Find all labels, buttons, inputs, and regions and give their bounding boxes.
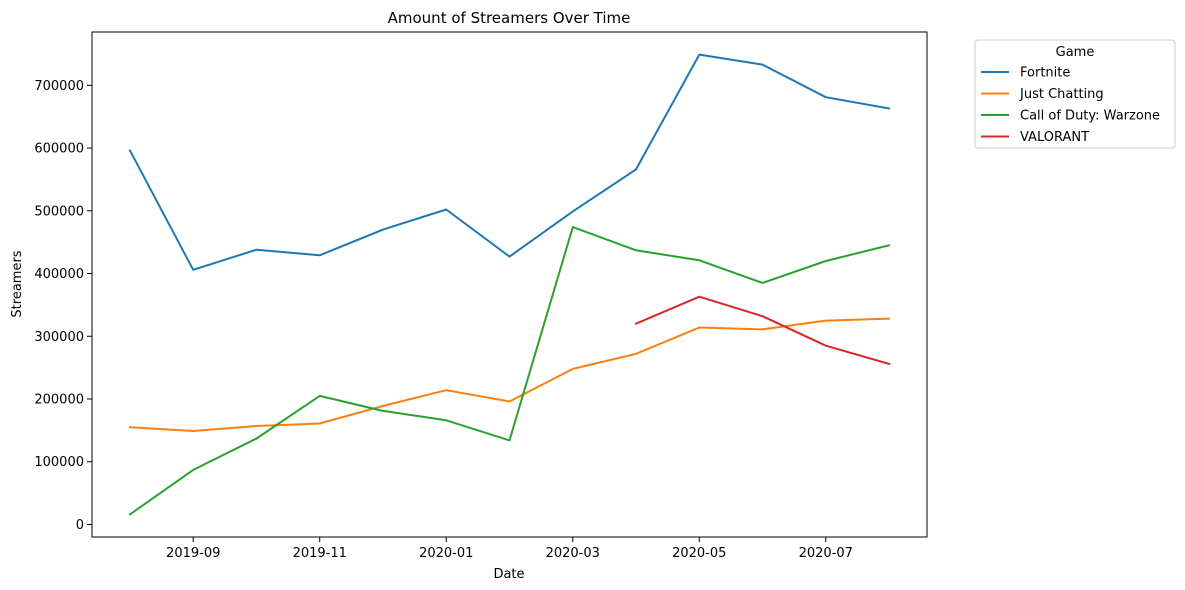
- legend-entry: Just Chatting: [1019, 87, 1104, 102]
- x-axis-label: Date: [493, 567, 524, 582]
- x-tick-label: 2019-09: [166, 546, 220, 561]
- y-tick-label: 100000: [34, 455, 84, 470]
- y-tick-label: 200000: [34, 392, 84, 407]
- plot-area: [91, 31, 928, 538]
- legend-entry: Call of Duty: Warzone: [1020, 109, 1160, 124]
- legend-entry: Fortnite: [1020, 66, 1070, 81]
- x-axis: 2019-09 2019-11 2020-01 2020-03 2020-05 2020-…: [166, 537, 853, 561]
- y-axis: 0 100000 200000 300000 400000 500000 600000 700…: [34, 79, 92, 533]
- x-tick-label: 2020-07: [799, 546, 853, 561]
- series-line-fortnite: [128, 53, 891, 271]
- series-line-call-of-duty-warzone: [128, 226, 891, 516]
- x-tick-label: 2020-01: [419, 546, 473, 561]
- x-tick-label: 2020-03: [546, 546, 600, 561]
- y-tick-label: 0: [76, 518, 84, 533]
- legend-frame: [974, 39, 1176, 149]
- x-tick-label: 2020-05: [672, 546, 726, 561]
- chart-title: Amount of Streamers Over Time: [388, 9, 631, 27]
- y-tick-label: 400000: [34, 267, 84, 282]
- legend-title: Game: [1056, 45, 1095, 60]
- y-tick-label: 700000: [34, 79, 84, 94]
- series-line-just-chatting: [128, 317, 891, 432]
- series-lines: [128, 53, 891, 516]
- legend: Game Fortnite Just Chatting Call of Duty: …: [974, 39, 1176, 149]
- y-axis-label: Streamers: [10, 250, 25, 317]
- x-tick-label: 2019-11: [293, 546, 347, 561]
- y-tick-label: 600000: [34, 142, 84, 157]
- series-line-valorant: [634, 295, 891, 366]
- y-tick-label: 500000: [34, 204, 84, 219]
- y-tick-label: 300000: [34, 330, 84, 345]
- legend-entry: VALORANT: [1020, 130, 1089, 145]
